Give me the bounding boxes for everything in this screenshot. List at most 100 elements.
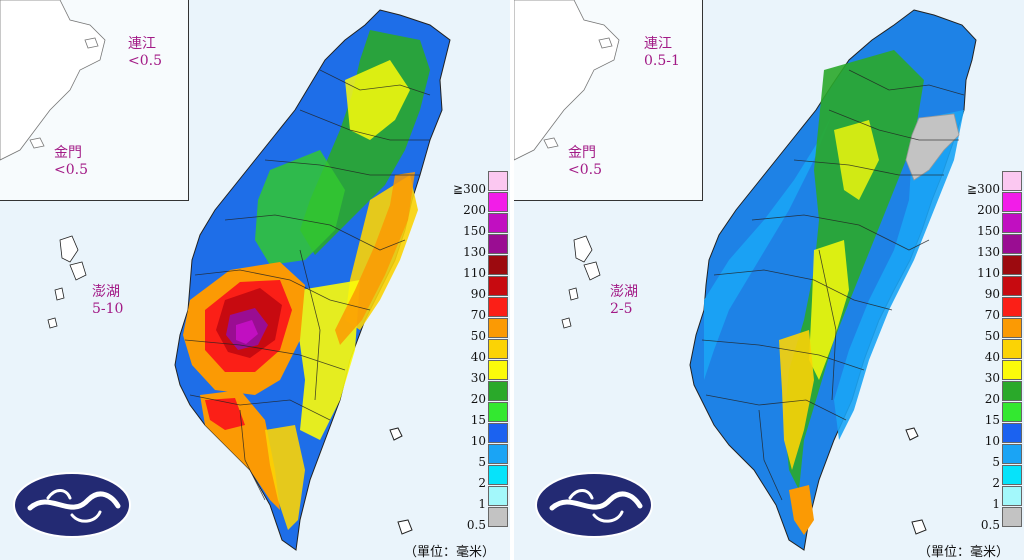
legend-row: 90 [470,273,510,301]
legend-swatch [488,339,508,359]
rainfall-legend-right: ≧300 200 150 130 110 90 70 50 40 30 20 15 10 5 2 1 0.5 [967,168,1024,532]
panel-divider [510,0,514,560]
legend-row: 5 [470,441,510,469]
legend-label: 200 [463,203,486,217]
unit-label-right: （單位：毫米） [918,545,1010,560]
legend-swatch [1002,423,1022,443]
rainfall-legend-left: ≧300 200 150 130 110 90 70 50 40 30 20 15 10 5 2 1 0.5 [453,168,510,532]
legend-swatch [1002,234,1022,254]
legend-swatch [488,297,508,317]
penghu-islands [47,235,87,329]
legend-label: 130 [977,245,1000,259]
legend-label: 1 [992,497,1000,511]
legend-swatch [1002,486,1022,506]
penghu-label-left: 澎湖 5-10 [92,284,123,318]
penghu-label-right: 澎湖 2-5 [610,284,638,318]
legend-row: 130 [463,231,510,259]
legend-swatch [1002,339,1022,359]
legend-row: 30 [984,357,1024,385]
kinmen-label-left: 金門 <0.5 [54,145,88,179]
matsu-name: 連江 [128,36,156,52]
cwa-cloud-logo [535,472,653,538]
legend-swatch [1002,465,1022,485]
rainfall-map-panel-right: 連江 0.5-1 金門 <0.5 澎湖 2-5 ≧300 200 150 130 110… [514,0,1024,560]
legend-label: 40 [470,350,486,364]
legend-row: 2 [984,462,1024,490]
legend-swatch [1002,507,1022,527]
orchid-island [397,519,413,535]
legend-row: 200 [463,189,510,217]
legend-row: 50 [984,315,1024,343]
legend-label: ≧300 [967,182,1000,196]
kinmen-label-right: 金門 <0.5 [568,145,602,179]
legend-row: 15 [984,399,1024,427]
legend-label: 70 [470,308,486,322]
legend-row: 70 [470,294,510,322]
legend-swatch [488,234,508,254]
legend-swatch [488,360,508,380]
legend-label: 50 [470,329,486,343]
legend-swatch [488,486,508,506]
taiwan-rain-map-right [535,9,977,551]
legend-label: 130 [463,245,486,259]
legend-label: 50 [984,329,1000,343]
legend-label: 110 [463,266,486,280]
legend-row: 0.5 [467,504,510,532]
legend-row: ≧300 [453,168,510,196]
cwa-cloud-logo [13,472,131,538]
legend-row: 20 [984,378,1024,406]
legend-swatch [488,213,508,233]
fujian-coast-left [0,0,106,161]
legend-swatch [488,507,508,527]
legend-row: 40 [470,336,510,364]
unit-label-left: （單位：毫米） [404,545,496,560]
legend-label: 30 [984,371,1000,385]
legend-label: 150 [463,224,486,238]
legend-swatch [1002,192,1022,212]
legend-label: 10 [984,434,1000,448]
legend-row: 130 [977,231,1024,259]
legend-label: 0.5 [466,518,486,532]
legend-swatch [1002,255,1022,275]
matsu-label-right: 連江 0.5-1 [644,36,680,70]
legend-row: 1 [984,483,1024,511]
legend-swatch [1002,360,1022,380]
green-island [389,427,403,441]
legend-swatch [488,255,508,275]
penghu-value: 2-5 [610,301,633,317]
legend-swatch [1002,318,1022,338]
legend-row: 15 [470,399,510,427]
legend-swatch [488,402,508,422]
legend-label: 30 [470,371,486,385]
legend-label: 15 [984,413,1000,427]
kinmen-value: <0.5 [54,162,88,178]
legend-swatch [488,444,508,464]
penghu-name: 澎湖 [610,284,638,300]
legend-row: 50 [470,315,510,343]
taiwan-rain-map-left [13,9,451,551]
legend-swatch [488,318,508,338]
legend-label: 2 [478,476,486,490]
legend-swatch [1002,402,1022,422]
legend-swatch [1002,444,1022,464]
legend-row: 150 [463,210,510,238]
legend-label: 0.5 [980,518,1000,532]
legend-row: 5 [984,441,1024,469]
penghu-value: 5-10 [92,301,124,317]
legend-swatch [488,276,508,296]
kinmen-name: 金門 [568,145,596,161]
legend-label: 5 [992,455,1000,469]
legend-label: ≧300 [453,182,486,196]
legend-swatch [1002,276,1022,296]
legend-row: 10 [984,420,1024,448]
orchid-island [911,519,927,535]
legend-row: 10 [470,420,510,448]
offshore-inset-left: 連江 <0.5 金門 <0.5 [0,0,189,201]
legend-swatch [1002,171,1022,191]
legend-row: 0.5 [981,504,1024,532]
legend-row: 20 [470,378,510,406]
legend-label: 1 [478,497,486,511]
legend-label: 40 [984,350,1000,364]
legend-row: 70 [984,294,1024,322]
legend-swatch [488,465,508,485]
